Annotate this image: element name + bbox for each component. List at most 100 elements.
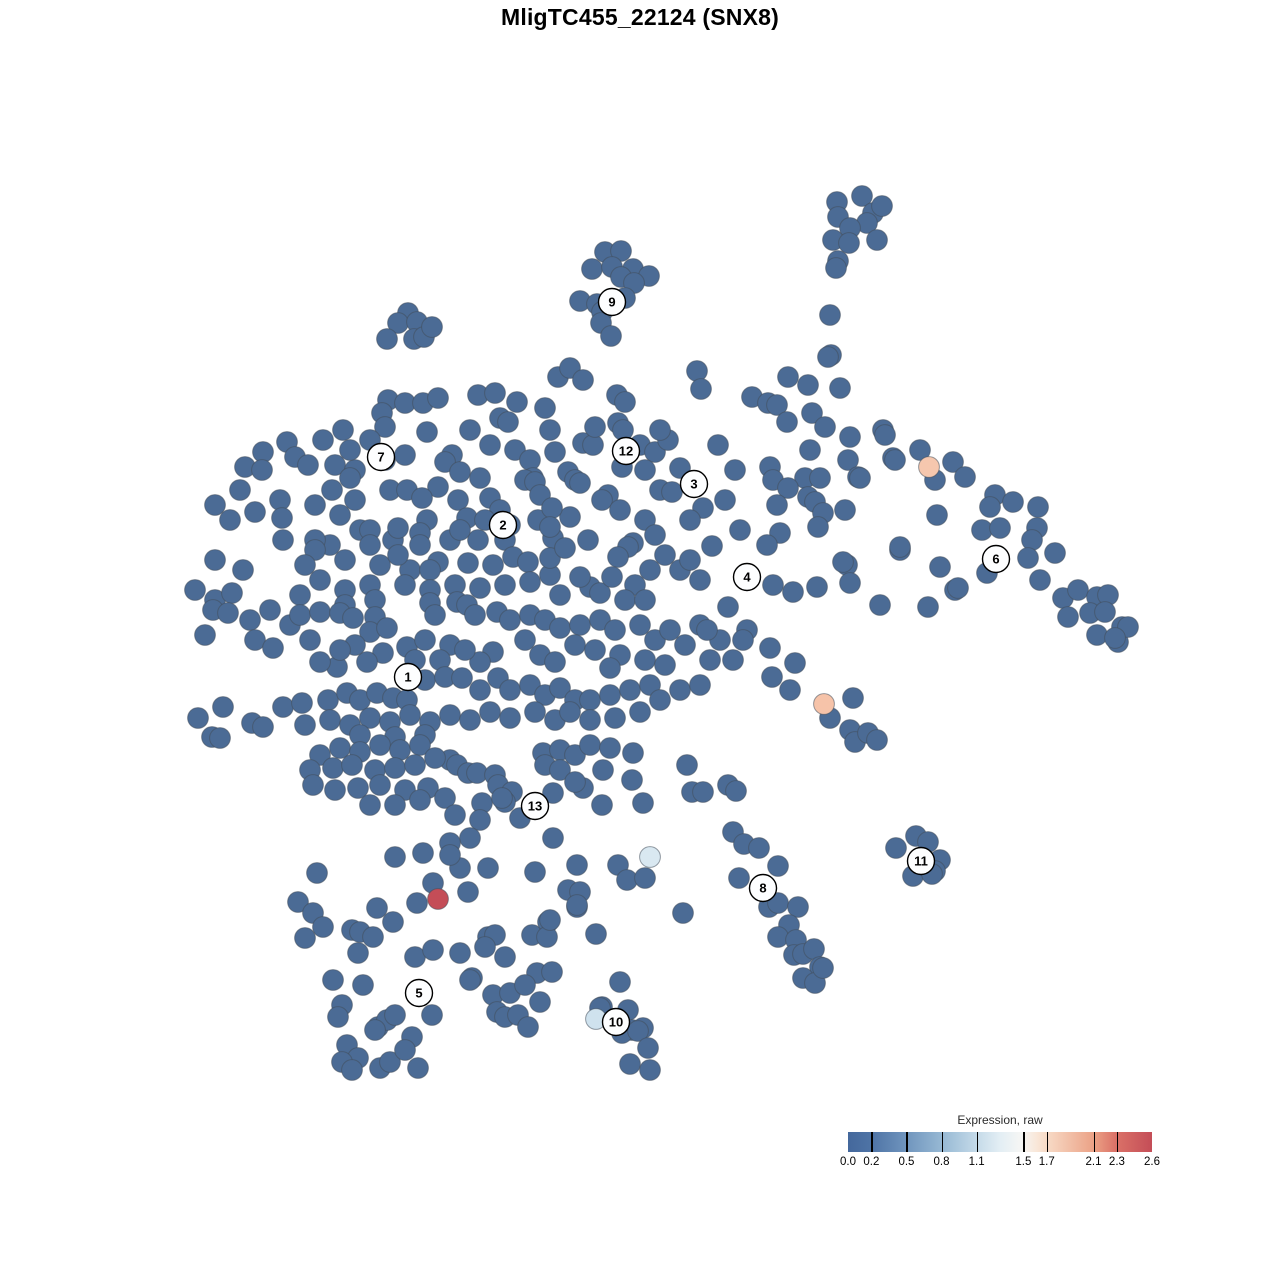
data-point xyxy=(387,544,409,566)
data-point xyxy=(654,544,676,566)
legend-tick xyxy=(1046,1132,1049,1152)
data-point xyxy=(411,487,433,509)
data-point xyxy=(644,629,666,651)
data-point xyxy=(989,517,1011,539)
legend-colorbar xyxy=(848,1132,1152,1152)
data-point xyxy=(494,946,516,968)
data-point xyxy=(661,481,683,503)
data-point xyxy=(184,579,206,601)
data-point xyxy=(449,942,471,964)
data-point xyxy=(579,689,601,711)
data-point xyxy=(584,639,606,661)
data-point xyxy=(514,629,536,651)
cluster-label: 11 xyxy=(906,846,936,876)
data-point xyxy=(616,869,638,891)
data-point xyxy=(728,867,750,889)
data-point xyxy=(722,649,744,671)
plot-title: MligTC455_22124 (SNX8) xyxy=(501,4,779,30)
data-point xyxy=(539,419,561,441)
data-point xyxy=(639,1059,661,1081)
data-point xyxy=(194,624,216,646)
data-point xyxy=(439,844,461,866)
data-point xyxy=(624,574,646,596)
data-point xyxy=(499,609,521,631)
data-point xyxy=(621,769,643,791)
data-point xyxy=(494,574,516,596)
data-point xyxy=(599,684,621,706)
data-point xyxy=(829,377,851,399)
data-point xyxy=(917,596,939,618)
data-point xyxy=(851,185,873,207)
data-point xyxy=(394,444,416,466)
legend-tick-label: 1.1 xyxy=(968,1156,985,1168)
data-point xyxy=(564,634,586,656)
data-point xyxy=(544,441,566,463)
data-point xyxy=(838,232,860,254)
data-point xyxy=(1044,542,1066,564)
highlight-data-point xyxy=(813,693,835,715)
data-point xyxy=(232,559,254,581)
data-point xyxy=(699,649,721,671)
legend-tick xyxy=(976,1132,978,1152)
cluster-label: 6 xyxy=(981,544,1011,574)
data-point xyxy=(686,360,708,382)
data-point xyxy=(849,467,871,489)
data-point xyxy=(459,969,481,991)
legend-tick-label: 0.2 xyxy=(863,1156,880,1168)
data-point xyxy=(414,629,436,651)
data-point xyxy=(569,566,591,588)
legend-tick xyxy=(941,1132,943,1152)
legend-tick-label: 0.0 xyxy=(840,1156,856,1168)
data-point xyxy=(1094,601,1116,623)
data-point xyxy=(806,576,828,598)
data-point xyxy=(1002,491,1024,513)
data-point xyxy=(614,391,636,413)
data-point xyxy=(449,519,471,541)
data-point xyxy=(690,378,712,400)
data-point xyxy=(942,451,964,473)
data-point xyxy=(762,574,784,596)
data-point xyxy=(484,382,506,404)
data-point xyxy=(539,516,561,538)
data-point xyxy=(542,782,564,804)
data-point xyxy=(259,599,281,621)
data-point xyxy=(614,589,636,611)
data-point xyxy=(622,742,644,764)
cluster-label: 9 xyxy=(597,287,627,317)
data-point xyxy=(407,1057,429,1079)
data-point xyxy=(604,619,626,641)
data-point xyxy=(756,534,778,556)
data-point xyxy=(506,391,528,413)
data-point xyxy=(422,939,444,961)
cluster-label-number: 4 xyxy=(743,570,751,585)
cluster-label-number: 2 xyxy=(499,518,506,533)
data-point xyxy=(692,781,714,803)
cluster-label: 3 xyxy=(679,469,709,499)
data-point xyxy=(1029,569,1051,591)
data-point xyxy=(457,552,479,574)
legend-title: Expression, raw xyxy=(957,1113,1043,1127)
data-point xyxy=(187,707,209,729)
data-point xyxy=(374,416,396,438)
data-point xyxy=(474,936,496,958)
data-point xyxy=(272,696,294,718)
data-point xyxy=(341,1059,363,1081)
data-point xyxy=(566,854,588,876)
cluster-label-number: 6 xyxy=(992,552,999,567)
data-point xyxy=(581,258,603,280)
highlight-data-point xyxy=(639,846,661,868)
data-point xyxy=(619,1053,641,1075)
data-point xyxy=(451,667,473,689)
cluster-label: 13 xyxy=(520,791,550,821)
legend-tick xyxy=(906,1132,908,1152)
data-point xyxy=(466,762,488,784)
data-point xyxy=(779,679,801,701)
data-point xyxy=(589,609,611,631)
cluster-label: 10 xyxy=(601,1007,631,1037)
data-point xyxy=(869,594,891,616)
data-point xyxy=(569,472,591,494)
data-point xyxy=(929,556,951,578)
data-point xyxy=(469,651,491,673)
data-point xyxy=(387,517,409,539)
data-point xyxy=(459,709,481,731)
